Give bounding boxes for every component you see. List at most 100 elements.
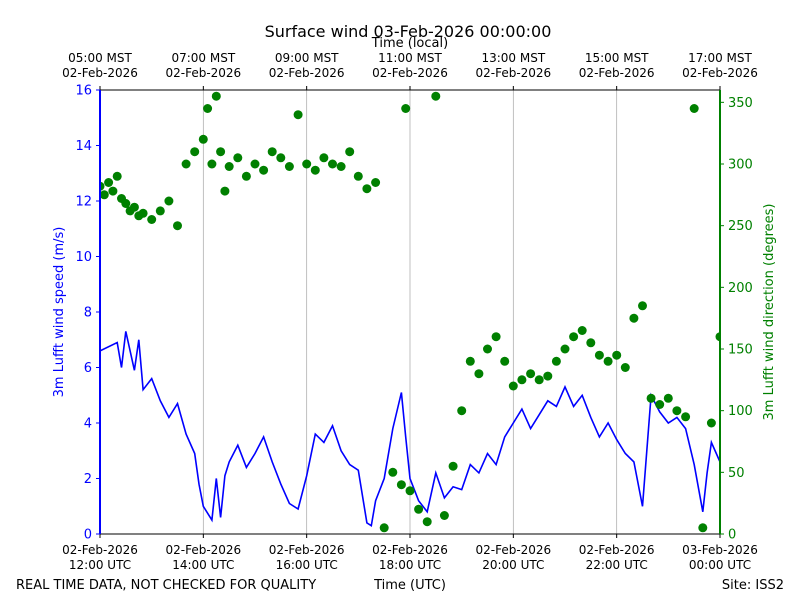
direction-point bbox=[319, 153, 329, 163]
x2-tick-label: 02-Feb-2026 bbox=[475, 66, 551, 80]
x2-tick-label: 05:00 MST bbox=[68, 51, 132, 65]
direction-point bbox=[594, 350, 604, 360]
x-tick-label: 02-Feb-2026 bbox=[372, 543, 448, 557]
x-tick-label: 02-Feb-2026 bbox=[165, 543, 241, 557]
y2-tick-label: 300 bbox=[728, 158, 753, 173]
direction-point bbox=[620, 363, 630, 372]
direction-point bbox=[560, 344, 570, 354]
direction-point bbox=[655, 400, 665, 409]
y-tick-label: 14 bbox=[75, 139, 92, 154]
direction-point bbox=[224, 162, 234, 171]
direction-point bbox=[328, 159, 337, 169]
direction-series bbox=[100, 91, 720, 533]
direction-point bbox=[715, 332, 720, 342]
direction-point bbox=[663, 393, 673, 403]
direction-point bbox=[302, 159, 312, 169]
direction-point bbox=[405, 486, 415, 496]
speed-series bbox=[100, 331, 720, 528]
direction-point bbox=[517, 375, 527, 385]
direction-point bbox=[147, 215, 157, 224]
x2-tick-label: 02-Feb-2026 bbox=[269, 66, 345, 80]
direction-point bbox=[439, 511, 449, 520]
y-tick-label: 8 bbox=[84, 306, 92, 321]
y-axis-label: 3m Lufft wind speed (m/s) bbox=[52, 227, 67, 398]
chart-title: Surface wind 03-Feb-2026 00:00:00 bbox=[265, 22, 552, 41]
direction-point bbox=[689, 104, 699, 113]
direction-point bbox=[681, 412, 691, 422]
direction-point bbox=[121, 199, 131, 208]
direction-point bbox=[293, 110, 303, 120]
y-tick-label: 10 bbox=[75, 250, 92, 265]
direction-point bbox=[612, 350, 622, 360]
direction-point bbox=[388, 467, 398, 477]
direction-point bbox=[173, 221, 182, 231]
direction-point bbox=[422, 517, 432, 527]
direction-point bbox=[155, 206, 165, 216]
direction-point bbox=[353, 171, 363, 181]
x2-tick-label: 02-Feb-2026 bbox=[372, 66, 448, 80]
direction-point bbox=[203, 104, 213, 113]
direction-point bbox=[457, 406, 467, 416]
direction-point bbox=[638, 301, 647, 311]
direction-point bbox=[508, 381, 518, 391]
direction-point bbox=[500, 356, 510, 366]
y-tick-label: 4 bbox=[84, 417, 92, 432]
site-label: Site: ISS2 bbox=[722, 578, 784, 593]
direction-point bbox=[362, 184, 372, 194]
y2-tick-label: 150 bbox=[728, 343, 753, 358]
direction-point bbox=[698, 523, 708, 533]
x-tick-label: 02-Feb-2026 bbox=[62, 543, 138, 557]
x-tick-label: 12:00 UTC bbox=[69, 558, 131, 572]
direction-point bbox=[569, 332, 579, 342]
direction-point bbox=[250, 159, 260, 169]
direction-point bbox=[108, 186, 118, 196]
direction-point bbox=[474, 369, 484, 379]
y2-tick-label: 200 bbox=[728, 281, 753, 296]
direction-point bbox=[345, 147, 355, 157]
direction-point bbox=[483, 344, 492, 354]
direction-point bbox=[551, 356, 561, 366]
y2-tick-label: 50 bbox=[728, 466, 745, 481]
direction-point bbox=[465, 356, 475, 366]
direction-point bbox=[216, 147, 226, 157]
direction-point bbox=[526, 369, 536, 379]
x2-tick-label: 15:00 MST bbox=[585, 51, 649, 65]
x-tick-label: 03-Feb-2026 bbox=[682, 543, 758, 557]
direction-point bbox=[259, 165, 269, 175]
axes bbox=[96, 86, 724, 538]
direction-point bbox=[276, 153, 286, 163]
y2-tick-label: 350 bbox=[728, 96, 753, 111]
y-tick-label: 16 bbox=[75, 84, 92, 99]
x2-axis-label: Time (local) bbox=[371, 36, 448, 51]
grid-lines bbox=[99, 90, 721, 534]
x-tick-label: 16:00 UTC bbox=[276, 558, 338, 572]
direction-point bbox=[672, 406, 682, 416]
direction-point bbox=[396, 480, 406, 490]
x-tick-label: 02-Feb-2026 bbox=[269, 543, 345, 557]
direction-point bbox=[100, 190, 109, 200]
direction-point bbox=[190, 147, 200, 157]
y-tick-label: 6 bbox=[84, 361, 92, 376]
y2-tick-label: 100 bbox=[728, 404, 753, 419]
x2-tick-label: 02-Feb-2026 bbox=[579, 66, 655, 80]
direction-point bbox=[211, 91, 221, 101]
x2-tick-label: 07:00 MST bbox=[171, 51, 235, 65]
direction-point bbox=[371, 178, 381, 187]
quality-note: REAL TIME DATA, NOT CHECKED FOR QUALITY bbox=[16, 578, 316, 593]
direction-point bbox=[164, 196, 174, 206]
direction-point bbox=[220, 186, 230, 196]
y-tick-label: 2 bbox=[84, 472, 92, 487]
direction-point bbox=[401, 104, 411, 113]
x2-tick-label: 17:00 MST bbox=[688, 51, 752, 65]
direction-point bbox=[448, 461, 458, 471]
x2-tick-label: 02-Feb-2026 bbox=[165, 66, 241, 80]
direction-point bbox=[586, 338, 596, 348]
direction-point bbox=[241, 171, 251, 181]
y2-axis-label: 3m Lufft wind direction (degrees) bbox=[762, 204, 777, 421]
x-tick-label: 00:00 UTC bbox=[689, 558, 751, 572]
direction-point bbox=[267, 147, 277, 157]
y2-tick-label: 0 bbox=[728, 528, 736, 543]
y-tick-label: 0 bbox=[84, 528, 92, 543]
